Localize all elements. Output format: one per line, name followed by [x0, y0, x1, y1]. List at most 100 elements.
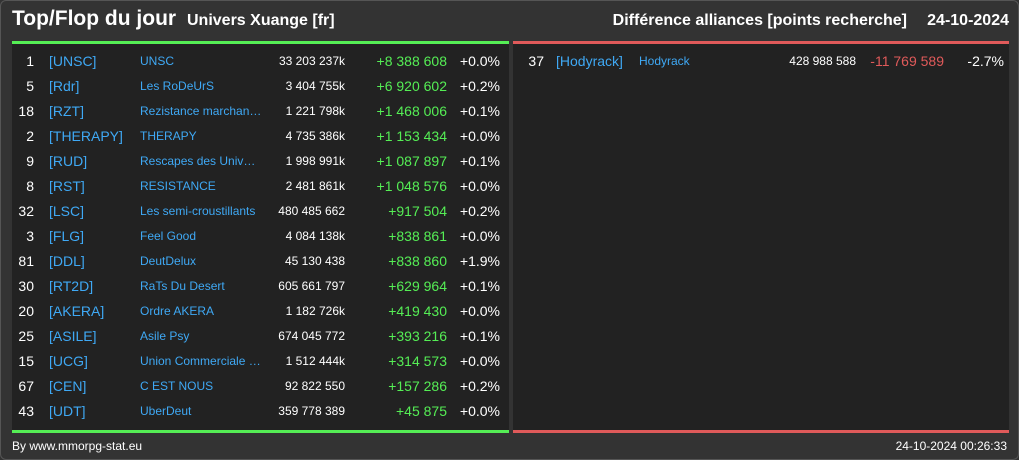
percent-cell: +0.1%: [459, 103, 500, 119]
alliance-name-link[interactable]: Ordre AKERA: [140, 304, 215, 318]
alliance-tag-link[interactable]: [ASILE]: [49, 328, 97, 344]
difference-cell: -11 769 589: [870, 53, 944, 69]
difference-cell: +1 468 006: [376, 103, 447, 119]
difference-cell: +419 430: [388, 303, 447, 319]
points-cell: 1 182 726k: [285, 304, 345, 318]
alliance-tag-link[interactable]: [UCG]: [49, 353, 88, 369]
percent-cell: +0.1%: [459, 278, 500, 294]
percent-cell: +0.2%: [459, 203, 500, 219]
difference-cell: +314 573: [388, 353, 447, 369]
alliance-name-link[interactable]: RaTs Du Desert: [140, 279, 225, 293]
alliance-name-link[interactable]: Les RoDeUrS: [140, 79, 215, 93]
alliance-tag-link[interactable]: [RST]: [49, 178, 85, 194]
comparison-label: Différence alliances [points recherche]: [612, 12, 907, 29]
table-row: 25 [ASILE] Asile Psy 674 045 772 +393 216 +0.…: [12, 324, 509, 349]
alliance-tag-link[interactable]: [Rdr]: [49, 78, 80, 94]
difference-cell: +8 388 608: [376, 53, 447, 69]
alliance-tag-link[interactable]: [RUD]: [49, 153, 88, 169]
alliance-tag-link[interactable]: [UDT]: [49, 403, 86, 419]
table-row: 30 [RT2D] RaTs Du Desert 605 661 797 +629 96…: [12, 274, 509, 299]
points-cell: 428 988 588: [789, 54, 856, 68]
percent-cell: +0.1%: [459, 153, 500, 169]
difference-cell: +45 875: [396, 403, 447, 419]
table-row: 81 [DDL] DeutDelux 45 130 438 +838 860 +1.9%: [12, 249, 509, 274]
rank-cell: 67: [18, 378, 34, 394]
percent-cell: +0.0%: [459, 353, 500, 369]
alliance-name-link[interactable]: RESISTANCE: [140, 179, 216, 193]
table-row: 67 [CEN] C EST NOUS 92 822 550 +157 286 +0.2%: [12, 374, 509, 399]
table-row: 32 [LSC] Les semi-croustillants 480 485 662…: [12, 199, 509, 224]
footer-credit[interactable]: By www.mmorpg-stat.eu: [12, 439, 143, 453]
alliance-name-link[interactable]: Rezistance marchande: [140, 104, 262, 118]
alliance-name-link[interactable]: Hodyrack: [639, 54, 690, 68]
alliance-tag-link[interactable]: [UNSC]: [49, 53, 97, 69]
top-panel: 1 [UNSC] UNSC 33 203 237k +8 388 608 +0.0% 5 [R…: [12, 41, 509, 433]
alliance-tag-link[interactable]: [THERAPY]: [49, 128, 123, 144]
alliance-name-link[interactable]: Feel Good: [140, 229, 197, 243]
points-cell: 4 735 386k: [285, 129, 345, 143]
difference-cell: +393 216: [388, 328, 447, 344]
alliance-tag-link[interactable]: [FLG]: [49, 228, 85, 244]
percent-cell: +0.0%: [459, 178, 500, 194]
rank-cell: 15: [18, 353, 34, 369]
alliance-tag-link[interactable]: [RZT]: [49, 103, 84, 119]
table-row: 1 [UNSC] UNSC 33 203 237k +8 388 608 +0.0%: [12, 49, 509, 74]
table-row: 18 [RZT] Rezistance marchande 1 221 798k +1 …: [12, 99, 509, 124]
points-cell: 33 203 237k: [278, 54, 345, 68]
alliance-tag-link[interactable]: [DDL]: [49, 253, 85, 269]
footer-timestamp: 24-10-2024 00:26:33: [895, 439, 1007, 453]
points-cell: 92 822 550: [284, 379, 345, 393]
table-row: 20 [AKERA] Ordre AKERA 1 182 726k +419 430 +0…: [12, 299, 509, 324]
difference-cell: +1 087 897: [376, 153, 447, 169]
percent-cell: +0.1%: [459, 328, 500, 344]
universe-label: Univers Xuange [fr]: [187, 12, 335, 29]
points-cell: 674 045 772: [278, 329, 345, 343]
alliance-name-link[interactable]: UberDeut: [140, 404, 192, 418]
alliance-tag-link[interactable]: [AKERA]: [49, 303, 105, 319]
table-row: 37 [Hodyrack] Hodyrack 428 988 588 -11 769 5…: [513, 49, 1009, 74]
rank-cell: 25: [18, 328, 34, 344]
alliance-tag-link[interactable]: [LSC]: [49, 203, 85, 219]
difference-cell: +157 286: [388, 378, 447, 394]
percent-cell: -2.7%: [967, 53, 1004, 69]
difference-cell: +917 504: [388, 203, 447, 219]
rank-cell: 1: [26, 53, 34, 69]
alliance-tag-link[interactable]: [Hodyrack]: [556, 53, 623, 69]
percent-cell: +1.9%: [459, 253, 500, 269]
table-row: 15 [UCG] Union Commerciale Galactique 1 512…: [12, 349, 509, 374]
alliance-name-link[interactable]: THERAPY: [140, 129, 197, 143]
rank-cell: 3: [26, 228, 34, 244]
difference-cell: +6 920 602: [376, 78, 447, 94]
percent-cell: +0.0%: [459, 403, 500, 419]
table-row: 3 [FLG] Feel Good 4 084 138k +838 861 +0.0%: [12, 224, 509, 249]
rank-cell: 37: [528, 53, 544, 69]
rank-cell: 8: [26, 178, 34, 194]
rank-cell: 18: [18, 103, 34, 119]
difference-cell: +1 153 434: [376, 128, 447, 144]
rank-cell: 5: [26, 78, 34, 94]
percent-cell: +0.0%: [459, 53, 500, 69]
page-title: Top/Flop du jour: [12, 7, 177, 30]
alliance-tag-link[interactable]: [CEN]: [49, 378, 87, 394]
alliance-name-link[interactable]: UNSC: [140, 54, 175, 68]
difference-cell: +629 964: [388, 278, 447, 294]
alliance-name-link[interactable]: Asile Psy: [140, 329, 190, 343]
points-cell: 3 404 755k: [285, 79, 345, 93]
alliance-tag-link[interactable]: [RT2D]: [49, 278, 94, 294]
table-row: 2 [THERAPY] THERAPY 4 735 386k +1 153 434 +0.…: [12, 124, 509, 149]
percent-cell: +0.0%: [459, 228, 500, 244]
alliance-name-link[interactable]: DeutDelux: [140, 254, 197, 268]
table-row: 9 [RUD] Rescapes des Univers Detruits 1 998…: [12, 149, 509, 174]
points-cell: 1 512 444k: [285, 354, 345, 368]
table-row: 8 [RST] RESISTANCE 2 481 861k +1 048 576 +0.0…: [12, 174, 509, 199]
table-row: 5 [Rdr] Les RoDeUrS 3 404 755k +6 920 602 +0.…: [12, 74, 509, 99]
alliance-name-link[interactable]: Les semi-croustillants: [140, 204, 256, 218]
difference-cell: +1 048 576: [376, 178, 447, 194]
points-cell: 359 778 389: [278, 404, 345, 418]
alliance-name-link[interactable]: Rescapes des Univers Detruits: [140, 154, 262, 168]
alliance-name-link[interactable]: C EST NOUS: [140, 379, 214, 393]
difference-cell: +838 860: [388, 253, 447, 269]
alliance-name-link[interactable]: Union Commerciale Galactique: [140, 354, 262, 368]
percent-cell: +0.2%: [459, 78, 500, 94]
